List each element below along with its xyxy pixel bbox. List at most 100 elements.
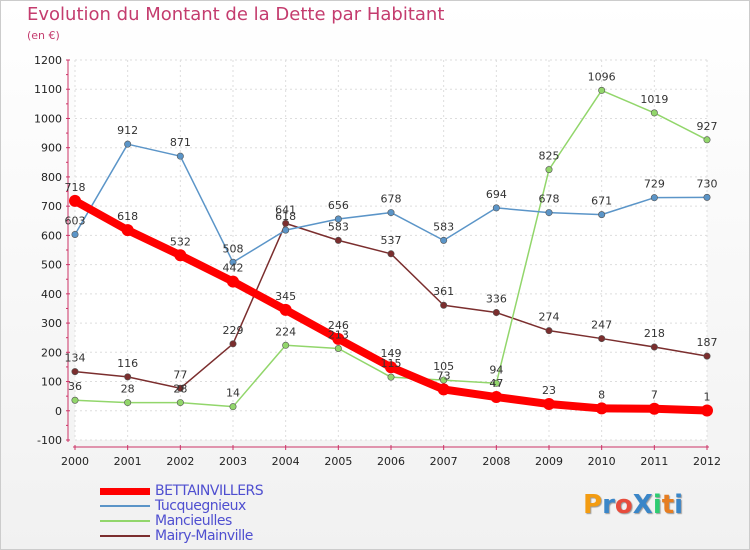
data-label-tucquegnieux: 508 <box>223 242 244 255</box>
data-label-tucquegnieux: 671 <box>591 195 612 208</box>
data-label-tucquegnieux: 678 <box>381 193 402 206</box>
x-tick-label: 2010 <box>588 455 616 468</box>
data-point-mairy-mainville <box>440 301 448 309</box>
data-label-bettainvillers: 8 <box>598 388 605 401</box>
axes: -100 0 100 200 300 400 500 600 700 800 900 1000 1100… <box>34 54 721 468</box>
data-label-mancieulles: 28 <box>121 383 135 396</box>
logo-letter: r <box>602 490 615 520</box>
data-point-tucquegnieux <box>176 152 184 160</box>
x-tick-label: 2006 <box>377 455 405 468</box>
chart-subtitle: (en €) <box>27 29 60 42</box>
data-label-mancieulles: 1096 <box>588 70 616 83</box>
logo-letter: P <box>583 490 603 520</box>
legend-label-bettainvillers: BETTAINVILLERS <box>155 483 264 499</box>
data-label-mairy-mainville: 247 <box>591 319 612 332</box>
y-tick-label: 1100 <box>34 83 62 96</box>
data-label-tucquegnieux: 730 <box>697 177 718 190</box>
x-tick-label: 2008 <box>482 455 510 468</box>
data-point-bettainvillers <box>595 402 608 415</box>
data-point-mairy-mainville <box>282 219 290 227</box>
data-point-bettainvillers <box>279 303 292 316</box>
y-tick-label: 0 <box>55 405 62 418</box>
data-point-bettainvillers <box>227 275 239 288</box>
data-point-tucquegnieux <box>71 231 79 239</box>
logo-letter: t <box>661 490 675 520</box>
legend-swatch-mairy-mainville <box>100 535 150 537</box>
data-label-bettainvillers: 23 <box>542 384 556 397</box>
logo-letter: i <box>674 490 684 520</box>
y-tick-label: 600 <box>41 229 62 242</box>
data-label-tucquegnieux: 583 <box>433 220 454 233</box>
data-point-tucquegnieux <box>282 226 290 234</box>
data-point-tucquegnieux <box>387 209 395 217</box>
data-point-bettainvillers <box>121 224 134 237</box>
data-label-tucquegnieux: 656 <box>328 199 349 212</box>
data-point-mancieulles <box>176 399 184 407</box>
data-point-mancieulles <box>703 136 711 144</box>
legend-swatch-mancieulles <box>100 520 150 522</box>
data-label-bettainvillers: 149 <box>381 347 402 360</box>
data-label-mairy-mainville: 537 <box>381 234 402 247</box>
data-point-mancieulles <box>492 379 500 387</box>
data-label-bettainvillers: 73 <box>437 369 451 382</box>
data-point-mairy-mainville <box>703 352 711 360</box>
data-label-tucquegnieux: 618 <box>275 210 296 223</box>
legend-swatch-tucquegnieux <box>100 505 150 507</box>
data-label-mancieulles: 213 <box>328 329 349 342</box>
data-label-bettainvillers: 1 <box>704 390 711 403</box>
data-point-mancieulles <box>598 86 606 94</box>
logo-letter: X <box>632 490 653 520</box>
x-tick-label: 2009 <box>535 455 563 468</box>
y-tick-label: 400 <box>41 288 62 301</box>
data-label-mairy-mainville: 77 <box>173 368 187 381</box>
data-point-bettainvillers <box>648 402 661 415</box>
data-point-tucquegnieux <box>334 215 342 223</box>
data-label-bettainvillers: 532 <box>170 235 191 248</box>
data-point-mairy-mainville <box>598 335 606 343</box>
data-label-mairy-mainville: 641 <box>275 203 296 216</box>
data-point-tucquegnieux <box>124 140 132 148</box>
y-tick-label: 300 <box>41 317 62 330</box>
y-tick-label: 900 <box>41 142 62 155</box>
data-point-mancieulles <box>229 403 237 411</box>
logo-letter: i <box>652 490 662 520</box>
y-tick-label: -100 <box>37 434 62 447</box>
x-tick-label: 2011 <box>640 455 668 468</box>
data-point-bettainvillers <box>174 249 187 262</box>
data-label-bettainvillers: 618 <box>117 210 138 223</box>
data-point-mairy-mainville <box>650 343 658 351</box>
data-label-mancieulles: 36 <box>68 380 82 393</box>
data-label-mairy-mainville: 134 <box>65 352 86 365</box>
data-label-bettainvillers: 47 <box>489 377 503 390</box>
data-label-mairy-mainville: 229 <box>223 324 244 337</box>
data-label-bettainvillers: 345 <box>275 290 296 303</box>
data-point-bettainvillers <box>332 332 345 345</box>
y-tick-label: 100 <box>41 376 62 389</box>
data-point-bettainvillers <box>543 398 555 411</box>
data-label-bettainvillers: 7 <box>651 389 658 402</box>
data-point-mairy-mainville <box>176 384 184 392</box>
data-point-tucquegnieux <box>440 236 448 244</box>
data-label-mairy-mainville: 274 <box>539 311 560 324</box>
x-tick-label: 2001 <box>114 455 142 468</box>
data-label-mairy-mainville: 583 <box>328 220 349 233</box>
data-label-tucquegnieux: 912 <box>117 124 138 137</box>
data-point-bettainvillers <box>490 391 503 404</box>
data-label-mancieulles: 14 <box>226 387 240 400</box>
data-label-mancieulles: 94 <box>489 363 503 376</box>
data-label-mairy-mainville: 218 <box>644 327 665 340</box>
y-tick-label: 700 <box>41 200 62 213</box>
legend-swatch-bettainvillers <box>100 488 150 495</box>
data-point-mairy-mainville <box>71 368 79 376</box>
x-tick-label: 2003 <box>219 455 247 468</box>
logo-letter: o <box>614 490 633 520</box>
x-tick-label: 2005 <box>324 455 352 468</box>
data-point-tucquegnieux <box>598 211 606 219</box>
data-label-bettainvillers: 442 <box>223 262 244 275</box>
data-label-mairy-mainville: 361 <box>433 285 454 298</box>
data-point-mancieulles <box>440 376 448 384</box>
data-point-bettainvillers <box>69 194 81 207</box>
data-point-mairy-mainville <box>545 327 553 335</box>
data-point-mancieulles <box>71 396 79 404</box>
